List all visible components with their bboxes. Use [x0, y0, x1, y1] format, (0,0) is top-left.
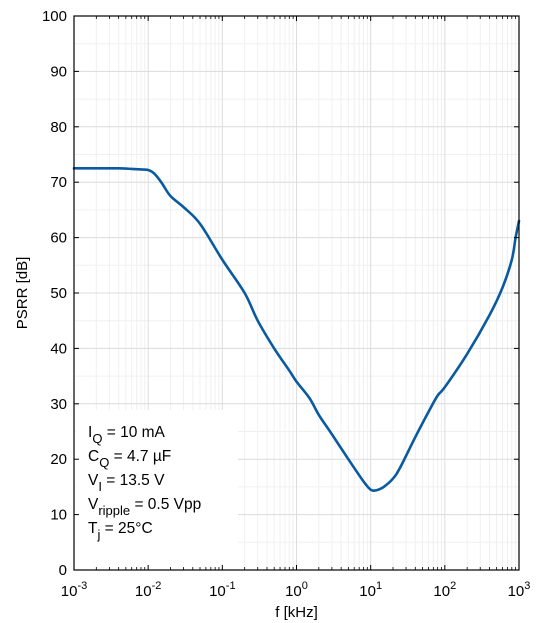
- y-tick-label: 10: [50, 507, 67, 524]
- y-tick-label: 20: [50, 451, 67, 468]
- y-tick-label: 50: [50, 285, 67, 302]
- y-tick-label: 40: [50, 340, 67, 357]
- x-tick-label: 102: [433, 580, 456, 600]
- x-tick-label: 10-3: [61, 580, 87, 600]
- y-tick-label: 90: [50, 63, 67, 80]
- x-tick-label: 10-1: [209, 580, 235, 600]
- y-tick-labels: 0 10 20 30 40 50 60 70 80 90 100: [42, 8, 67, 579]
- y-tick-label: 30: [50, 396, 67, 413]
- x-tick-label: 10-2: [135, 580, 161, 600]
- y-tick-label: 0: [59, 562, 67, 579]
- y-tick-label: 100: [42, 8, 67, 25]
- y-tick-label: 70: [50, 174, 67, 191]
- x-axis-label: f [kHz]: [275, 604, 318, 621]
- x-tick-label: 101: [359, 580, 382, 600]
- x-tick-label: 103: [508, 580, 531, 600]
- y-axis-label: PSRR [dB]: [14, 257, 31, 330]
- y-tick-label: 80: [50, 119, 67, 136]
- x-tick-labels: 10-3 10-2 10-1 100 101 102 103: [61, 580, 531, 600]
- x-tick-label: 100: [285, 580, 308, 600]
- y-tick-label: 60: [50, 230, 67, 247]
